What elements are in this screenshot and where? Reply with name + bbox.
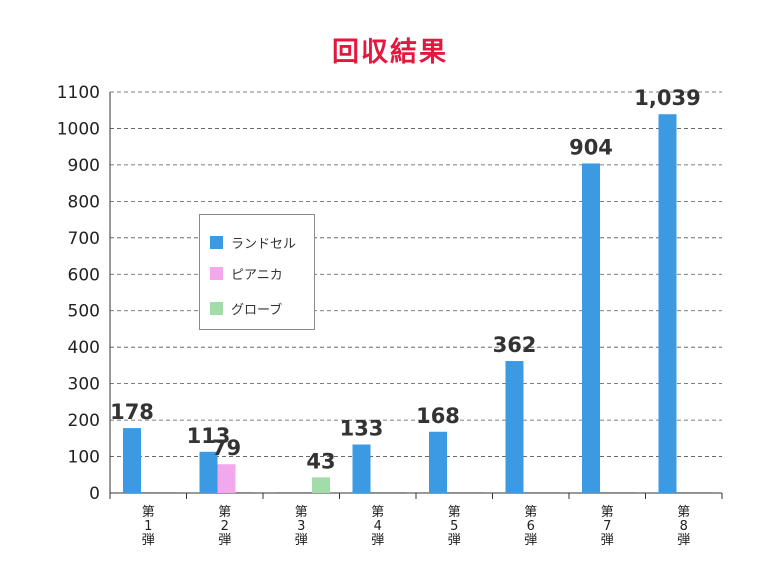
x-category-label: 第 <box>218 505 231 520</box>
x-category-label: 3 <box>297 519 305 534</box>
x-category-label: 第 <box>371 505 384 520</box>
data-label: 362 <box>493 333 537 357</box>
y-tick-label: 200 <box>68 411 100 431</box>
x-category-label: 弾 <box>524 533 537 548</box>
legend-item-randoseru: ランドセル <box>210 233 297 252</box>
legend-label-randoseru: ランドセル <box>231 236 297 252</box>
x-category-label: 7 <box>603 519 611 534</box>
x-category-label: 第 <box>677 505 690 520</box>
bar-2-2 <box>312 477 330 493</box>
x-category-label: 2 <box>221 519 229 534</box>
x-category-label: 4 <box>374 519 382 534</box>
x-category-label: 弾 <box>677 533 690 548</box>
y-tick-label: 700 <box>68 229 100 249</box>
bar-0-0 <box>123 428 141 493</box>
legend: ランドセル ピアニカ グローブ <box>199 214 315 330</box>
y-tick-label: 600 <box>68 265 100 285</box>
chart-title: 回収結果 <box>332 37 448 68</box>
x-category-label: 弾 <box>142 533 155 548</box>
x-category-label: 第 <box>295 505 308 520</box>
x-category-label: 5 <box>450 519 458 534</box>
legend-swatch-pianica <box>210 266 223 280</box>
y-tick-label: 400 <box>68 338 100 358</box>
data-label: 133 <box>340 417 384 441</box>
legend-item-pianica: ピアニカ <box>210 264 283 283</box>
x-category-label: 第 <box>601 505 614 520</box>
legend-label-glove: グローブ <box>231 302 283 318</box>
x-category-label: 第 <box>448 505 461 520</box>
bar-0-3 <box>352 444 371 493</box>
bar-0-1 <box>199 451 218 493</box>
bar-0-4 <box>429 431 447 493</box>
legend-item-glove: グローブ <box>210 299 283 318</box>
x-category-label: 弾 <box>448 533 461 548</box>
data-label: 43 <box>306 449 335 473</box>
x-category-label: 第 <box>524 505 537 520</box>
x-category-label: 弾 <box>371 533 384 548</box>
y-tick-label: 800 <box>68 192 100 212</box>
y-tick-label: 1000 <box>57 119 100 139</box>
bar-0-7 <box>658 114 677 493</box>
y-tick-label: 1100 <box>57 83 100 103</box>
data-label: 113 <box>187 424 231 448</box>
y-tick-label: 100 <box>68 448 100 468</box>
x-category-label: 8 <box>680 519 688 534</box>
y-tick-label: 900 <box>68 156 100 176</box>
legend-swatch-glove <box>210 301 223 315</box>
data-label: 1,039 <box>634 86 700 110</box>
x-category-label: 弾 <box>218 533 231 548</box>
bar-0-5 <box>505 361 524 493</box>
x-category-label: 第 <box>142 505 155 520</box>
x-category-label: 弾 <box>295 533 308 548</box>
bar-1-1 <box>217 464 236 493</box>
bar-0-6 <box>582 163 600 493</box>
x-category-label: 弾 <box>601 533 614 548</box>
y-tick-label: 300 <box>68 375 100 395</box>
y-tick-label: 0 <box>89 484 100 504</box>
y-tick-label: 500 <box>68 302 100 322</box>
x-category-label: 1 <box>144 519 152 534</box>
x-category-label: 6 <box>527 519 535 534</box>
legend-swatch-randoseru <box>210 235 223 249</box>
data-label: 904 <box>569 135 613 159</box>
data-label: 79 <box>212 436 241 460</box>
data-label: 168 <box>416 404 460 428</box>
legend-label-pianica: ピアニカ <box>231 267 283 283</box>
data-label: 178 <box>110 400 154 424</box>
